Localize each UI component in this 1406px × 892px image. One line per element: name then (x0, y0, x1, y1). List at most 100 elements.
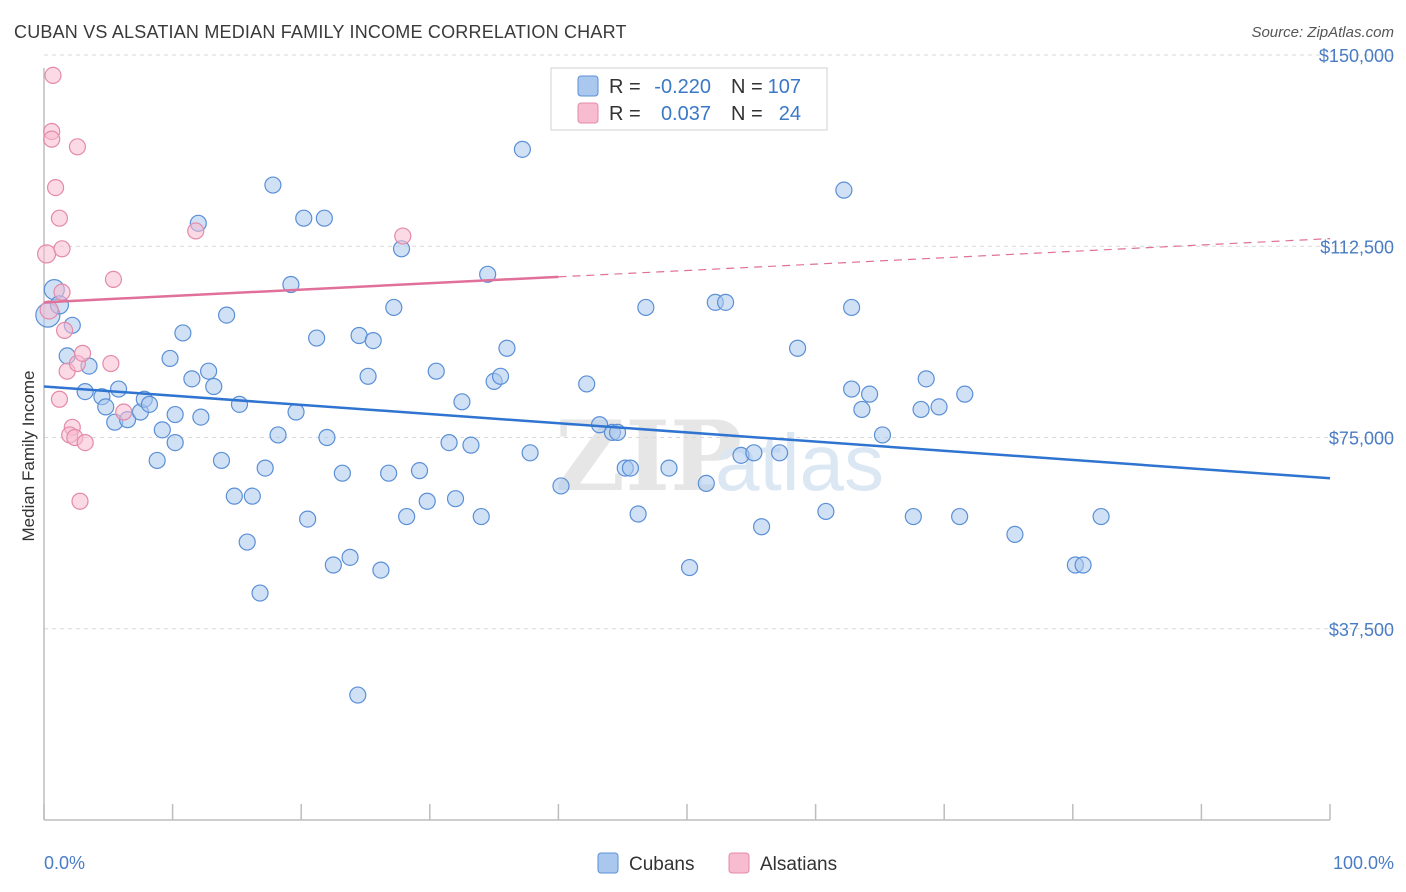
point-cubans-6 (76, 383, 94, 401)
point-cubans-39 (299, 510, 317, 528)
point-cubans-62 (472, 507, 490, 526)
point-cubans-37 (287, 403, 305, 421)
point-cubans-58 (440, 434, 458, 452)
bottom-legend-swatch-alsatians (728, 852, 750, 874)
stats-legend: R = -0.220 N = 107 R = 0.037 N = 24 (550, 67, 828, 131)
point-cubans-98 (930, 398, 948, 416)
point-cubans-84 (745, 444, 763, 462)
point-cubans-45 (341, 548, 359, 566)
y-tick-label-1: $75,000 (1329, 429, 1394, 449)
point-cubans-92 (853, 400, 871, 419)
point-cubans-69 (552, 477, 570, 495)
point-cubans-61 (462, 436, 480, 454)
point-cubans-90 (835, 181, 853, 199)
trend-line-alsatians (43, 275, 559, 304)
point-cubans-96 (912, 400, 930, 419)
point-cubans-99 (951, 507, 969, 526)
point-cubans-43 (324, 556, 342, 574)
point-cubans-66 (498, 339, 516, 357)
y-tick-label-3: $150,000 (1319, 46, 1394, 66)
point-cubans-26 (212, 451, 231, 470)
point-cubans-24 (200, 362, 218, 380)
point-cubans-57 (427, 362, 445, 380)
point-cubans-59 (446, 490, 465, 508)
legend-n-label-alsatians: N = (731, 103, 763, 125)
point-cubans-8 (109, 380, 128, 398)
point-alsatians-14 (50, 390, 69, 408)
trend-line-alsatians-extrapolated (558, 238, 1331, 278)
point-cubans-76 (629, 505, 647, 523)
point-cubans-56 (418, 492, 436, 510)
point-cubans-9 (97, 398, 115, 416)
point-cubans-68 (513, 140, 531, 158)
point-cubans-41 (315, 209, 333, 227)
point-cubans-17 (161, 349, 179, 368)
point-cubans-95 (904, 507, 922, 526)
point-cubans-14 (140, 395, 159, 413)
point-alsatians-5 (46, 179, 65, 197)
legend-r-value-cubans: -0.220 (654, 76, 711, 98)
point-cubans-35 (269, 426, 287, 444)
point-cubans-23 (192, 408, 210, 426)
point-cubans-103 (1074, 556, 1092, 574)
x-tick-label-max: 100.0% (1333, 853, 1394, 873)
point-cubans-54 (398, 507, 416, 526)
point-cubans-88 (817, 502, 835, 521)
point-cubans-85 (752, 518, 771, 536)
point-cubans-75 (621, 459, 640, 477)
point-cubans-44 (333, 464, 351, 482)
point-cubans-30 (238, 533, 256, 551)
point-alsatians-6 (50, 209, 69, 227)
point-cubans-104 (1092, 507, 1110, 526)
point-alsatians-18 (71, 492, 89, 510)
chart-title: CUBAN VS ALSATIAN MEDIAN FAMILY INCOME C… (14, 22, 627, 42)
point-cubans-47 (349, 686, 367, 704)
point-cubans-34 (264, 176, 282, 194)
point-cubans-65 (491, 367, 510, 385)
point-cubans-42 (318, 428, 336, 447)
point-cubans-87 (788, 339, 807, 357)
trend-line-cubans (43, 385, 1331, 480)
point-alsatians-23 (187, 222, 205, 240)
point-cubans-27 (218, 306, 236, 324)
legend-r-value-alsatians: 0.037 (661, 103, 711, 125)
data-points (35, 66, 1110, 704)
point-cubans-79 (680, 558, 699, 577)
point-alsatians-13 (73, 344, 92, 362)
trend-lines (43, 238, 1331, 480)
point-alsatians-4 (43, 130, 61, 148)
point-alsatians-0 (36, 244, 57, 264)
x-ticks (43, 804, 1331, 820)
point-cubans-97 (917, 370, 935, 388)
point-cubans-94 (873, 426, 892, 444)
point-cubans-21 (183, 370, 201, 388)
point-cubans-77 (637, 298, 655, 317)
legend-n-value-alsatians: 24 (779, 103, 801, 125)
y-tick-labels: $37,500 $75,000 $112,500 $150,000 (1319, 46, 1394, 640)
point-cubans-101 (1006, 525, 1024, 544)
point-cubans-93 (861, 385, 879, 403)
y-tick-label-0: $37,500 (1329, 620, 1394, 640)
chart-source: Source: ZipAtlas.com (1251, 24, 1394, 41)
point-alsatians-17 (76, 434, 94, 452)
point-cubans-67 (521, 444, 539, 462)
point-cubans-63 (479, 265, 497, 283)
point-alsatians-9 (55, 321, 74, 339)
point-cubans-49 (364, 332, 382, 350)
point-alsatians-19 (68, 138, 87, 156)
point-cubans-80 (697, 474, 715, 492)
point-cubans-33 (256, 459, 274, 477)
point-alsatians-24 (394, 227, 412, 245)
point-cubans-18 (166, 434, 184, 452)
bottom-legend-swatch-cubans (597, 852, 619, 874)
point-cubans-28 (225, 487, 243, 505)
legend-n-value-cubans: 107 (768, 76, 801, 98)
point-alsatians-20 (102, 354, 120, 373)
point-cubans-100 (956, 385, 974, 403)
point-alsatians-1 (39, 300, 59, 320)
legend-r-label-cubans: R = (609, 76, 641, 98)
bottom-legend-label-alsatians: Alsatians (760, 854, 837, 875)
point-alsatians-8 (53, 283, 71, 301)
bottom-legend-label-cubans: Cubans (629, 854, 695, 875)
